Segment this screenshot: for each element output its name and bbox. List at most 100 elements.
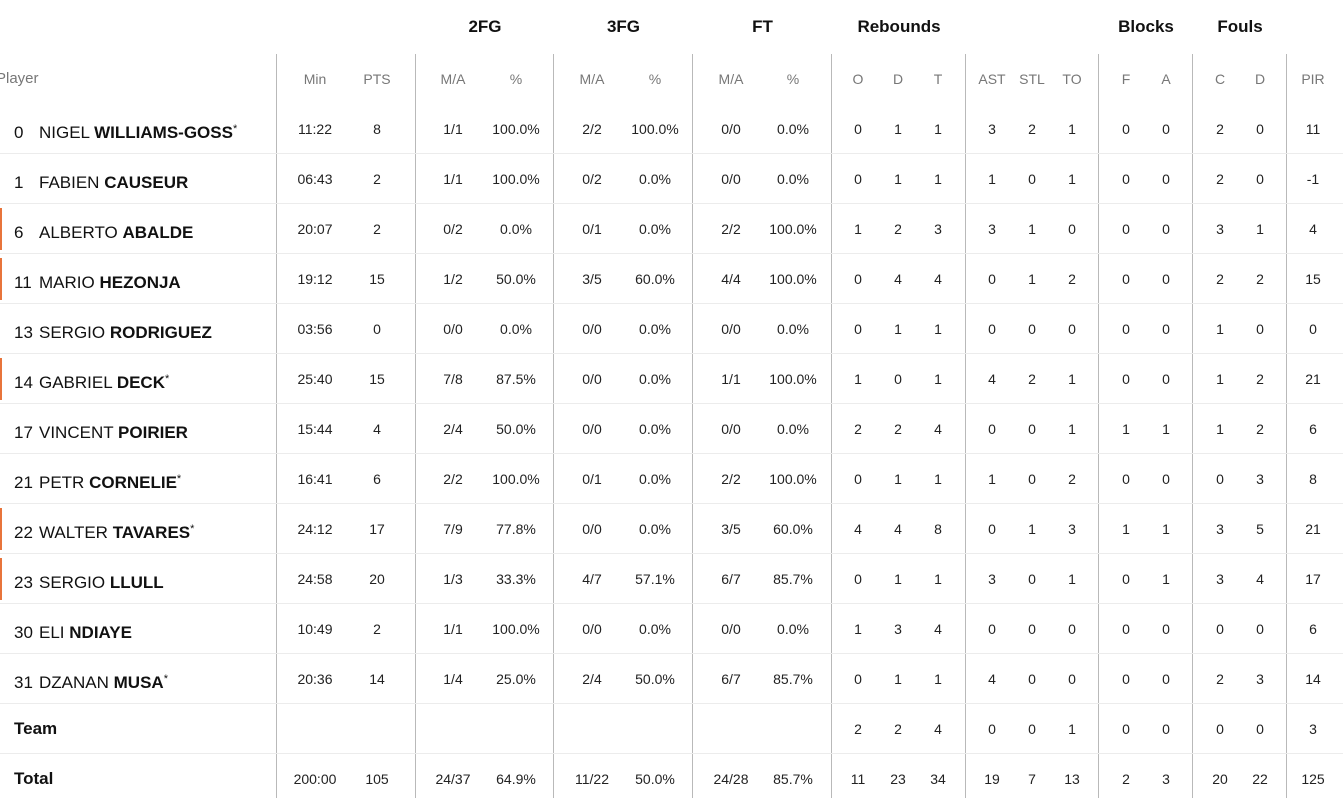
cell-fg2-pct: 33.3% [496, 571, 536, 587]
cell-fg2-pct: 100.0% [492, 471, 540, 487]
col-foul-c[interactable]: C [1214, 71, 1226, 87]
cell-ft-ma: 0/0 [721, 621, 741, 637]
col-foul-d[interactable]: D [1254, 71, 1266, 87]
cell-to: 2 [1068, 271, 1076, 287]
cell-blk-f: 0 [1122, 471, 1130, 487]
player-name[interactable]: 21 PETR CORNELIE* [14, 454, 181, 504]
col-ft-pct[interactable]: % [786, 71, 800, 87]
cell-foul-d: 1 [1256, 221, 1264, 237]
col-stl[interactable]: STL [1019, 71, 1045, 87]
player-name[interactable]: 14 GABRIEL DECK* [14, 354, 169, 404]
cell-stl: 2 [1028, 121, 1036, 137]
cell-foul-c: 2 [1216, 171, 1224, 187]
cell-fg3-pct: 0.0% [639, 621, 671, 637]
cell-ft-ma: 0/0 [721, 121, 741, 137]
cell-ft-ma: 3/5 [721, 521, 741, 537]
player-name[interactable]: 1 FABIEN CAUSEUR [14, 154, 188, 204]
col-min[interactable]: Min [303, 71, 327, 87]
cell-to: 0 [1068, 321, 1076, 337]
cell-reb-d: 23 [890, 771, 906, 787]
cell-to: 1 [1068, 421, 1076, 437]
cell-fg2-ma [423, 704, 483, 754]
cell-foul-d: 0 [1256, 171, 1264, 187]
cell-foul-d: 22 [1252, 771, 1268, 787]
player-name[interactable]: 0 NIGEL WILLIAMS-GOSS* [14, 104, 237, 154]
table-row: 21 PETR CORNELIE* 16:41 6 2/2 100.0% 0/1 0.0% 2/… [0, 454, 1343, 504]
player-number: 17 [14, 423, 33, 442]
cell-stl: 0 [1028, 671, 1036, 687]
player-first-name: PETR [39, 473, 85, 492]
col-blk-f[interactable]: F [1121, 71, 1131, 87]
cell-ft-pct [758, 704, 828, 754]
player-name[interactable]: 11 MARIO HEZONJA [14, 254, 181, 304]
total-row: Total 200:00 105 24/37 64.9% 11/22 50.0% 24/28 8… [0, 754, 1343, 804]
player-name[interactable]: 30 ELI NDIAYE [14, 604, 132, 654]
col-player[interactable]: Player [0, 70, 39, 87]
cell-ft-pct: 0.0% [777, 121, 809, 137]
cell-blk-a: 0 [1162, 371, 1170, 387]
cell-foul-c: 2 [1216, 271, 1224, 287]
cell-stl: 0 [1028, 321, 1036, 337]
player-name[interactable]: 17 VINCENT POIRIER [14, 404, 188, 454]
starter-mark: * [176, 473, 182, 485]
player-name[interactable]: 22 WALTER TAVARES* [14, 504, 194, 554]
cell-pts: 15 [369, 271, 385, 287]
cell-fg3-pct: 0.0% [639, 521, 671, 537]
col-3fg-pct[interactable]: % [648, 71, 662, 87]
cell-ft-pct: 100.0% [769, 221, 817, 237]
cell-reb-t: 1 [934, 471, 942, 487]
cell-foul-d: 4 [1256, 571, 1264, 587]
cell-fg2-pct: 77.8% [496, 521, 536, 537]
cell-ast: 0 [988, 421, 996, 437]
cell-pir: 11 [1305, 121, 1321, 137]
col-2fg-ma[interactable]: M/A [440, 71, 466, 87]
cell-min: 20:36 [297, 671, 333, 687]
cell-fg3-ma: 11/22 [575, 771, 609, 787]
cell-ast: 0 [988, 271, 996, 287]
col-to[interactable]: TO [1062, 71, 1082, 87]
group-rebounds: Rebounds [857, 17, 941, 36]
player-last-name: LLULL [109, 573, 164, 592]
col-reb-t[interactable]: T [933, 71, 943, 87]
col-reb-o[interactable]: O [852, 71, 864, 87]
player-name[interactable]: 13 SERGIO RODRIGUEZ [14, 304, 212, 354]
starter-mark: * [190, 523, 195, 535]
cell-foul-d: 2 [1256, 271, 1264, 287]
cell-ft-pct: 100.0% [769, 271, 817, 287]
cell-pir: 17 [1305, 571, 1321, 587]
col-blk-a[interactable]: A [1161, 71, 1171, 87]
cell-pir: 21 [1305, 371, 1321, 387]
cell-min: 200:00 [293, 771, 337, 787]
cell-stl: 7 [1028, 771, 1036, 787]
cell-fg3-pct: 0.0% [639, 471, 671, 487]
col-ast[interactable]: AST [978, 71, 1006, 87]
player-first-name: DZANAN [39, 673, 109, 692]
cell-fg3-pct: 50.0% [635, 671, 675, 687]
table-row: 30 ELI NDIAYE 10:49 2 1/1 100.0% 0/0 0.0% 0/0 0.0… [0, 604, 1343, 654]
cell-stl: 2 [1028, 371, 1036, 387]
cell-ft-pct: 100.0% [769, 471, 817, 487]
cell-fg3-pct: 60.0% [635, 271, 675, 287]
col-ft-ma[interactable]: M/A [718, 71, 744, 87]
player-name[interactable]: 31 DZANAN MUSA* [14, 654, 168, 704]
cell-ft-ma: 0/0 [721, 321, 741, 337]
group-2fg: 2FG [468, 17, 502, 36]
cell-stl: 1 [1028, 521, 1036, 537]
col-reb-d[interactable]: D [892, 71, 904, 87]
cell-blk-f: 0 [1122, 671, 1130, 687]
player-last-name: TAVARES [112, 523, 191, 542]
player-name[interactable]: 6 ALBERTO ABALDE [14, 204, 193, 254]
cell-stl: 1 [1028, 271, 1036, 287]
table-row: 0 NIGEL WILLIAMS-GOSS* 11:22 8 1/1 100.0% 2/2 1… [0, 104, 1343, 154]
player-first-name: ALBERTO [39, 223, 118, 242]
cell-pir: 21 [1305, 521, 1321, 537]
column-divider [831, 54, 832, 798]
col-pts[interactable]: PTS [363, 71, 391, 87]
player-name[interactable]: 23 SERGIO LLULL [14, 554, 164, 604]
col-pir[interactable]: PIR [1301, 71, 1325, 87]
col-3fg-ma[interactable]: M/A [579, 71, 605, 87]
player-number: 13 [14, 323, 33, 342]
cell-ft-ma: 2/2 [721, 471, 741, 487]
cell-ft-ma: 0/0 [721, 421, 741, 437]
col-2fg-pct[interactable]: % [509, 71, 523, 87]
